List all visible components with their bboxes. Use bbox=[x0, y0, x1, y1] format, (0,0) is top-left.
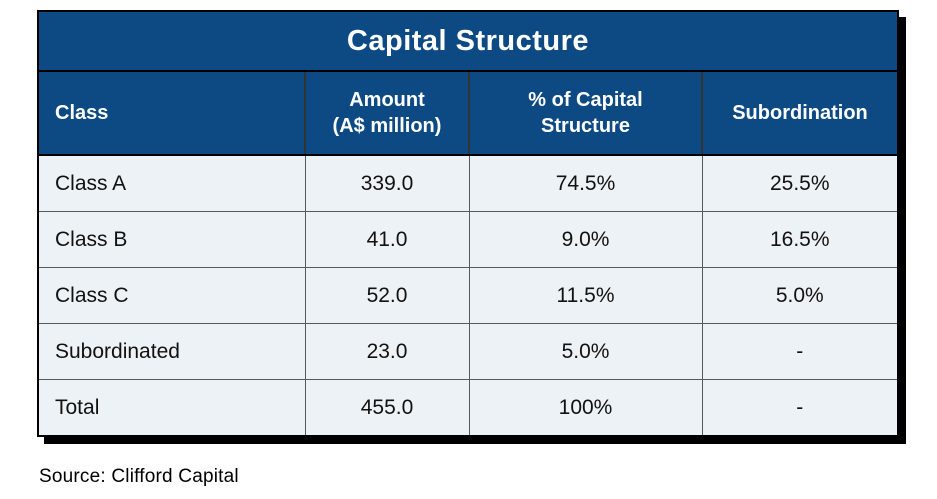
table-row-total: Total 455.0 100% - bbox=[39, 379, 897, 435]
header-row: Class Amount (A$ million) % of Capital S… bbox=[39, 72, 897, 156]
cell-class: Class C bbox=[39, 267, 306, 324]
header-cell-pct: % of Capital Structure bbox=[468, 72, 702, 156]
table-row: Subordinated 23.0 5.0% - bbox=[39, 323, 897, 380]
table-row: Class A 339.0 74.5% 25.5% bbox=[39, 154, 897, 212]
capital-structure-table: Capital Structure Class Amount (A$ milli… bbox=[37, 10, 899, 437]
cell-class: Class A bbox=[39, 154, 306, 212]
cell-pct: 5.0% bbox=[468, 323, 703, 380]
cell-pct: 11.5% bbox=[468, 267, 703, 324]
cell-class: Class B bbox=[39, 211, 306, 268]
cell-subordination: 5.0% bbox=[701, 267, 897, 324]
header-cell-amount: Amount (A$ million) bbox=[304, 72, 469, 156]
table-title-bar: Capital Structure bbox=[39, 12, 897, 72]
table-body: Class A 339.0 74.5% 25.5% Class B 41.0 9… bbox=[39, 154, 897, 435]
table-header: Class Amount (A$ million) % of Capital S… bbox=[39, 72, 897, 156]
cell-pct: 100% bbox=[468, 379, 703, 435]
header-cell-class: Class bbox=[39, 72, 305, 156]
cell-subordination: 16.5% bbox=[701, 211, 897, 268]
cell-amount: 339.0 bbox=[304, 154, 470, 212]
table-title: Capital Structure bbox=[346, 24, 590, 57]
cell-amount: 41.0 bbox=[304, 211, 470, 268]
cell-subordination: - bbox=[701, 379, 897, 435]
cell-amount: 52.0 bbox=[304, 267, 470, 324]
table-row: Class B 41.0 9.0% 16.5% bbox=[39, 211, 897, 268]
cell-class: Total bbox=[39, 379, 306, 435]
table-row: Class C 52.0 11.5% 5.0% bbox=[39, 267, 897, 324]
cell-class: Subordinated bbox=[39, 323, 306, 380]
capital-table: Class Amount (A$ million) % of Capital S… bbox=[39, 72, 897, 435]
cell-pct: 9.0% bbox=[468, 211, 703, 268]
header-cell-subordination: Subordination bbox=[701, 72, 897, 156]
cell-pct: 74.5% bbox=[468, 154, 703, 212]
cell-subordination: 25.5% bbox=[701, 154, 897, 212]
cell-amount: 23.0 bbox=[304, 323, 470, 380]
cell-amount: 455.0 bbox=[304, 379, 470, 435]
source-note: Source: Clifford Capital bbox=[39, 466, 239, 487]
cell-subordination: - bbox=[701, 323, 897, 380]
